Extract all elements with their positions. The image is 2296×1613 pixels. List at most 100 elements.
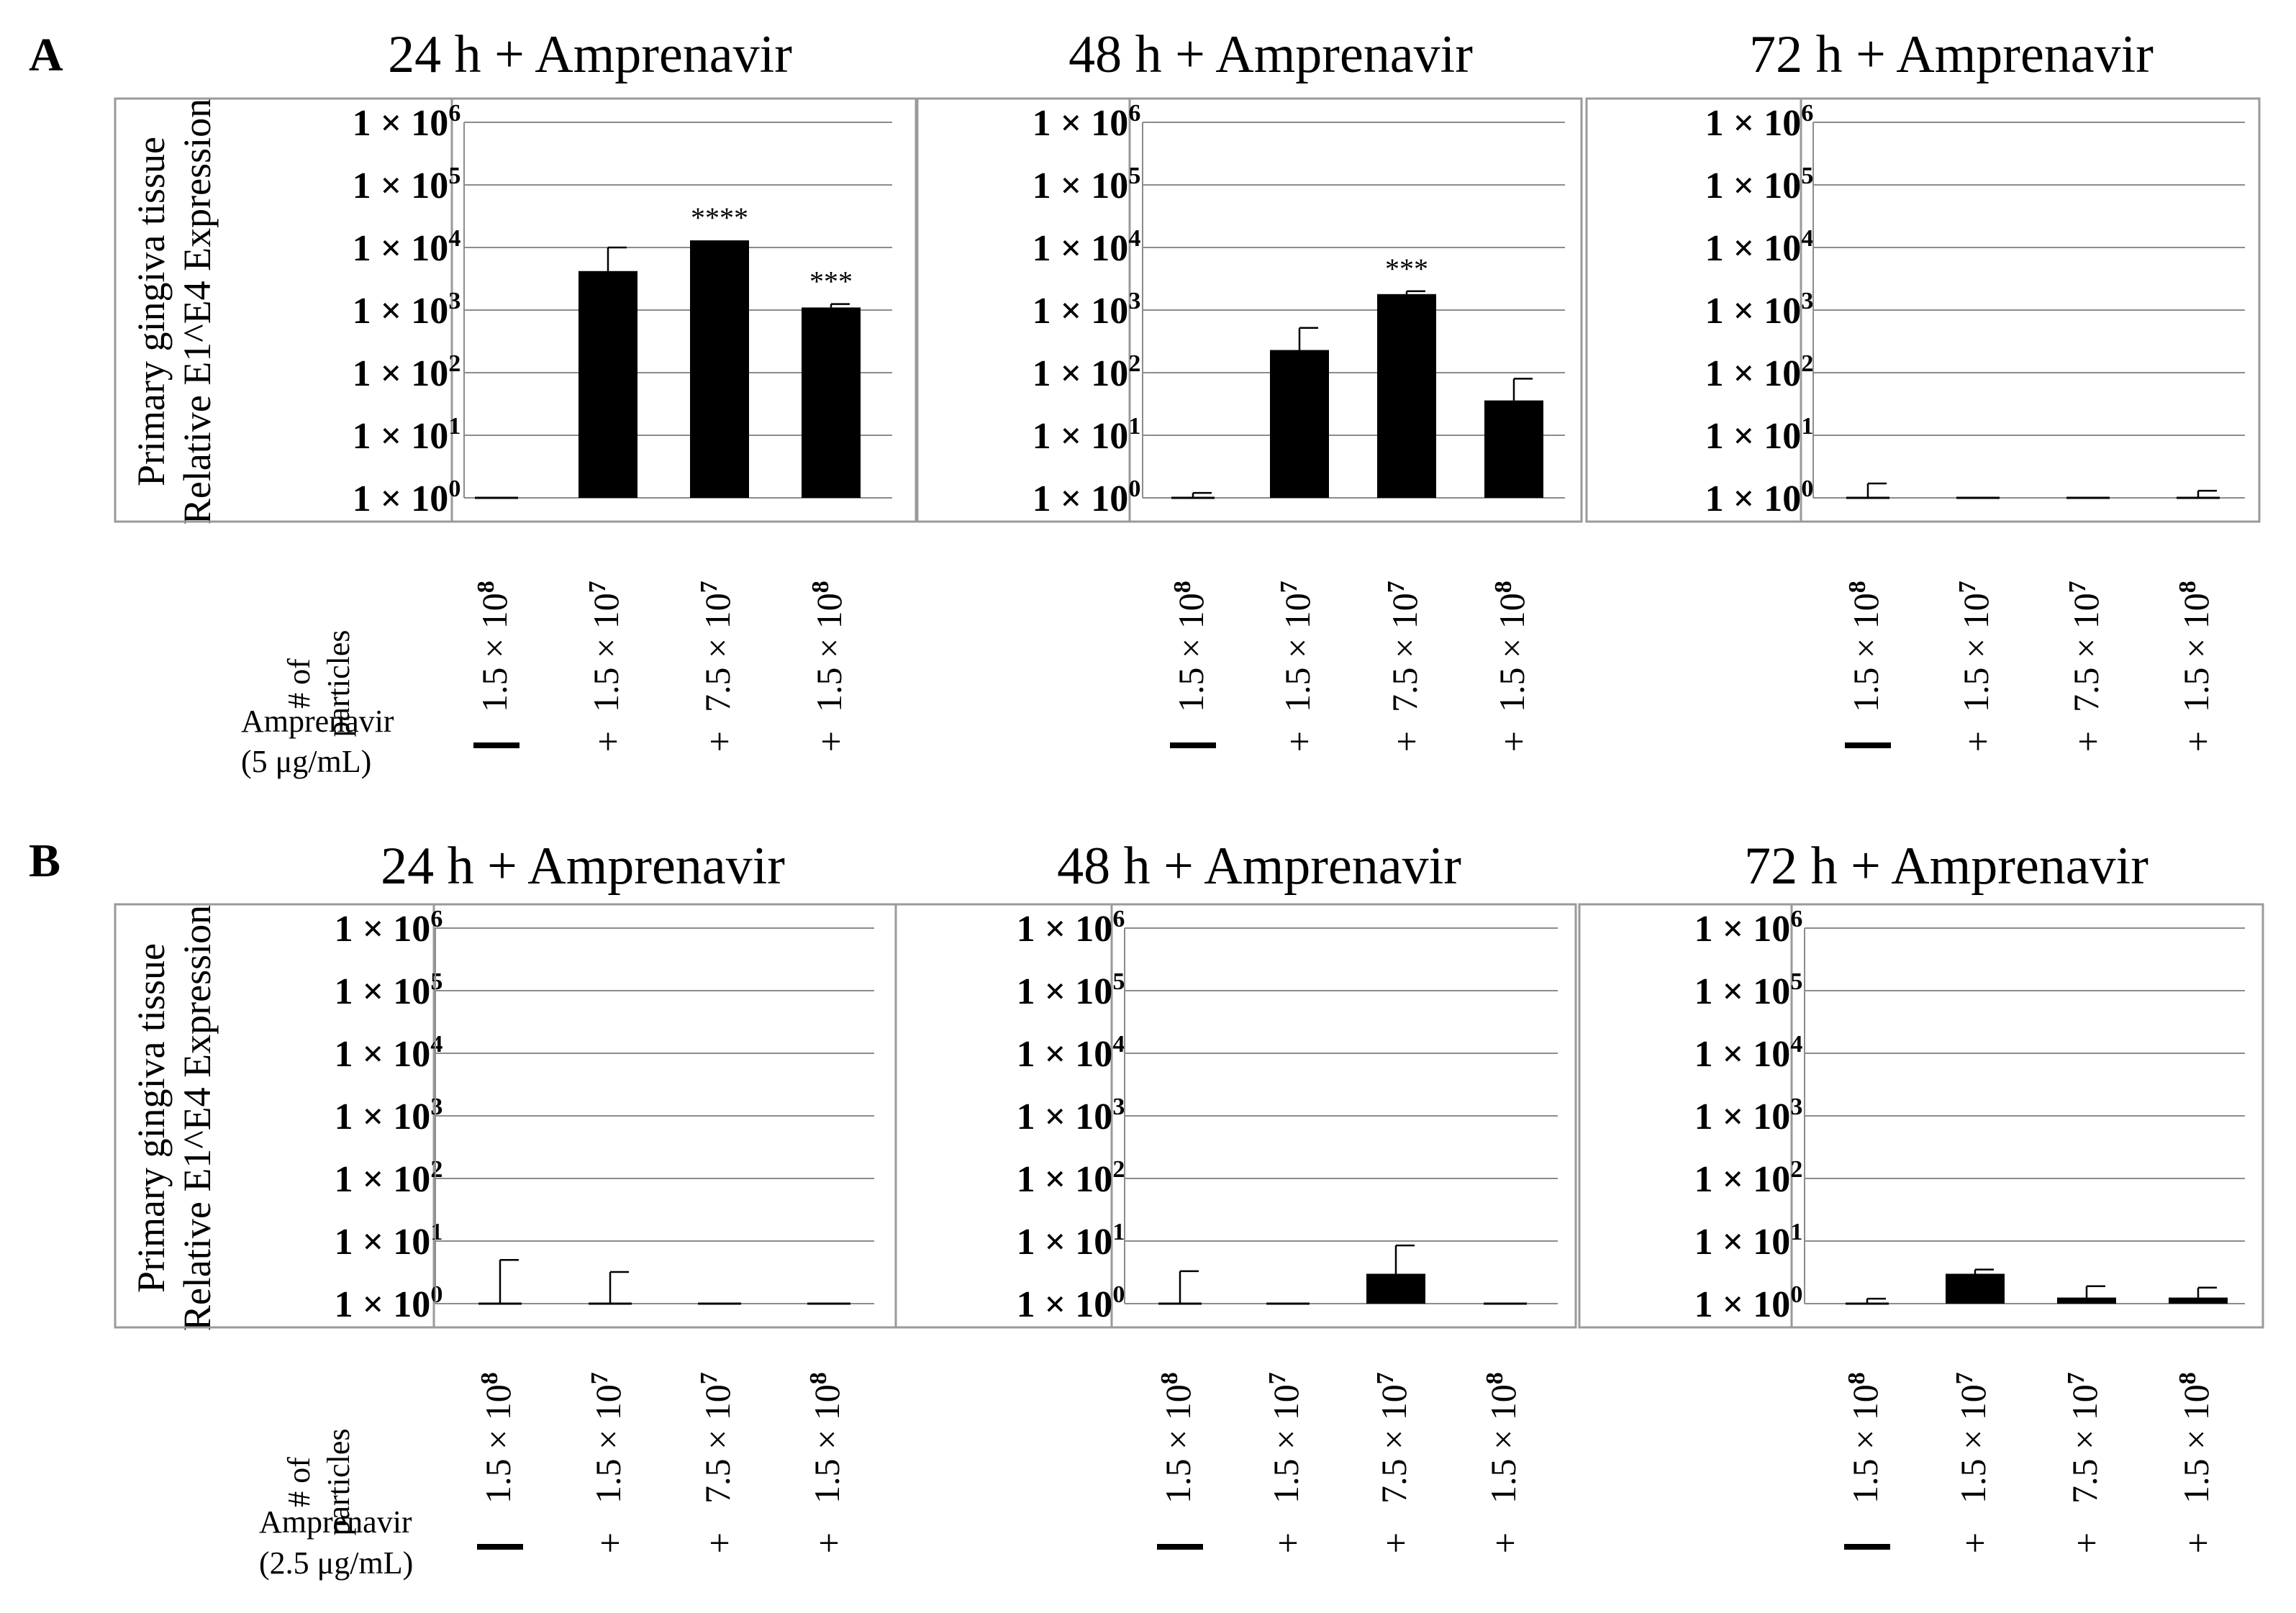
x-tick-label: 1.5 × 108 [1169, 581, 1211, 712]
tick-base: 1.5 × 10 [586, 593, 626, 712]
bar [690, 240, 749, 498]
tick-exponent: 3 [1112, 1094, 1125, 1120]
tick-base: 1 × 10 [335, 971, 431, 1012]
tick-base: 1 × 10 [1705, 228, 1802, 269]
significance-label: *** [1385, 253, 1428, 285]
x-tick-label: 1.5 × 107 [1264, 1372, 1306, 1504]
y-tick-label: 1 × 100 [1017, 1281, 1125, 1325]
tick-exponent: 1 [1112, 1219, 1125, 1245]
y-tick-label: 1 × 106 [353, 100, 461, 144]
bar [1484, 400, 1543, 498]
tick-base: 1 × 10 [1033, 416, 1129, 457]
chart-title: 48 h + Amprenavir [1068, 25, 1473, 84]
y-tick-label: 1 × 101 [353, 413, 461, 457]
y-tick-label: 1 × 100 [1694, 1281, 1803, 1325]
chart-frame [916, 97, 1583, 523]
tick-exponent: 7 [696, 581, 722, 593]
amprenavir-plus: + [1494, 1523, 1515, 1564]
tick-exponent: 4 [1790, 1031, 1802, 1058]
tick-exponent: 8 [2174, 581, 2201, 593]
panel-letter: B [29, 835, 60, 887]
tick-base: 1 × 10 [1694, 1284, 1791, 1325]
tick-exponent: 8 [1843, 1372, 1870, 1384]
tick-base: 1.5 × 10 [807, 1384, 847, 1504]
tick-base: 1 × 10 [353, 478, 449, 519]
tick-base: 1 × 10 [1017, 909, 1113, 950]
tick-base: 1 × 10 [353, 228, 449, 269]
y-tick-label: 1 × 105 [1694, 968, 1803, 1012]
tick-exponent: 4 [448, 225, 460, 252]
amprenavir-label-line1: Amprenavir [241, 704, 394, 739]
tick-base: 1 × 10 [1694, 909, 1791, 950]
tick-base: 7.5 × 10 [2064, 1384, 2105, 1504]
tick-base: 1 × 10 [335, 1284, 431, 1325]
bar [1946, 1273, 2005, 1304]
y-tick-label: 1 × 103 [1017, 1094, 1125, 1137]
tick-exponent: 6 [1112, 906, 1125, 932]
y-axis-label-line1: Primary gingiva tissue [130, 943, 173, 1293]
y-tick-label: 1 × 100 [1705, 476, 1814, 519]
tick-exponent: 6 [1801, 100, 1813, 127]
tick-base: 1 × 10 [1694, 1222, 1791, 1263]
tick-exponent: 0 [448, 476, 460, 502]
amprenavir-plus: + [1385, 1523, 1406, 1564]
amprenavir-minus [1157, 1544, 1203, 1550]
tick-base: 1.5 × 10 [588, 1384, 628, 1504]
x-tick-label: 1.5 × 107 [584, 581, 626, 712]
y-axis-label-line1: Primary gingiva tissue [130, 137, 173, 486]
y-tick-label: 1 × 106 [1705, 100, 1814, 144]
particles-label-line2: particles [321, 1428, 356, 1535]
tick-base: 1 × 10 [1017, 1284, 1113, 1325]
amprenavir-minus [473, 742, 519, 748]
amprenavir-plus: + [709, 722, 730, 763]
tick-exponent: 7 [1954, 581, 1981, 593]
chart-frame [894, 903, 1577, 1329]
particles-label-line2: particles [321, 630, 356, 737]
tick-exponent: 6 [1790, 906, 1802, 932]
tick-exponent: 2 [1801, 350, 1813, 377]
tick-exponent: 3 [430, 1094, 443, 1120]
chart-title: 24 h + Amprenavir [388, 25, 792, 84]
tick-base: 1 × 10 [353, 416, 449, 457]
amprenavir-plus: + [1396, 722, 1417, 763]
tick-exponent: 8 [1490, 581, 1517, 593]
amprenavir-label-line2: (5 μg/mL) [241, 744, 371, 779]
amprenavir-plus: + [818, 1523, 839, 1564]
x-tick-label: 7.5 × 107 [696, 581, 738, 712]
particles-label-line1: # of [281, 1457, 317, 1507]
tick-base: 1 × 10 [1694, 1034, 1791, 1075]
tick-exponent: 7 [586, 1372, 613, 1384]
tick-base: 1.5 × 10 [1953, 1384, 1993, 1504]
particles-row-label: # of particles [281, 1428, 356, 1535]
tick-base: 1 × 10 [1017, 1034, 1113, 1075]
amprenavir-minus [1844, 1544, 1890, 1550]
amprenavir-plus: + [2187, 1523, 2208, 1564]
tick-base: 1.5 × 10 [478, 1384, 518, 1504]
tick-exponent: 8 [476, 1372, 503, 1384]
y-tick-label: 1 × 105 [335, 968, 443, 1012]
x-tick-label: 1.5 × 108 [1481, 1372, 1523, 1504]
tick-exponent: 7 [1264, 1372, 1291, 1384]
bar [802, 307, 861, 498]
tick-base: 1 × 10 [1694, 1159, 1791, 1200]
amprenavir-plus: + [1277, 1523, 1298, 1564]
tick-exponent: 8 [1156, 1372, 1183, 1384]
x-tick-label: 7.5 × 107 [2064, 581, 2106, 712]
tick-base: 1 × 10 [353, 353, 449, 394]
amprenavir-plus: + [599, 1523, 620, 1564]
tick-exponent: 7 [696, 1372, 722, 1384]
tick-base: 1 × 10 [353, 103, 449, 144]
tick-base: 1 × 10 [1033, 103, 1129, 144]
tick-base: 1.5 × 10 [1845, 1384, 1885, 1504]
y-tick-label: 1 × 106 [1017, 906, 1125, 950]
tick-exponent: 7 [1383, 581, 1410, 593]
panel-letter: A [29, 29, 63, 81]
x-tick-label: 1.5 × 108 [805, 1372, 847, 1504]
tick-exponent: 2 [430, 1156, 443, 1183]
tick-exponent: 2 [1790, 1156, 1802, 1183]
bar [1366, 1273, 1425, 1304]
